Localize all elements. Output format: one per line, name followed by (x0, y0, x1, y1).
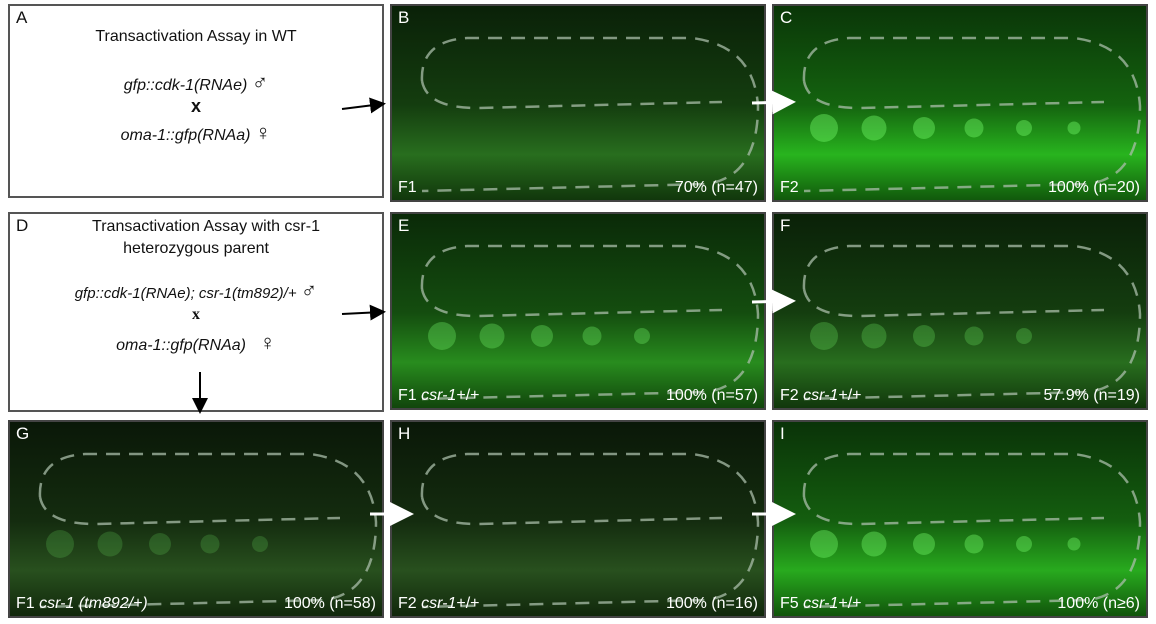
sex-symbol: ♀ (259, 330, 276, 355)
panel-title: Transactivation Assay with csr-1 (92, 218, 320, 235)
sex-symbol: ♂ (251, 70, 269, 95)
genotype: gfp::cdk-1(RNAe) (123, 77, 248, 94)
generation-label: F2 csr-1+/+ (780, 387, 862, 405)
micrograph: B F1 70% (n=47) (390, 4, 766, 202)
panel-letter: D (16, 216, 29, 235)
sex-symbol: ♂ (300, 278, 318, 303)
micrograph: G F1 csr-1 (tm892/+) 100% (n=58) (8, 420, 384, 618)
genotype: oma-1::gfp(RNAa) (120, 127, 251, 144)
gene: csr-1 (421, 387, 457, 404)
generation-label: F1 (398, 179, 417, 197)
allele: +/+ (838, 595, 862, 612)
penetrance: 100% (n=20) (1047, 179, 1140, 196)
penetrance: 100% (n=57) (665, 387, 758, 404)
micrograph: F F2 csr-1+/+ 57.9% (n=19) (772, 212, 1148, 410)
panel-letter: B (398, 8, 410, 27)
generation: F1 (398, 179, 417, 196)
genotype: gfp::cdk-1(RNAe); csr-1(tm892)/+ (74, 285, 297, 302)
gene: csr-1 (39, 595, 75, 612)
micrograph: I F5 csr-1+/+ 100% (n≥6) (772, 420, 1148, 618)
panel-letter: A (16, 8, 28, 27)
panel-title: Transactivation Assay in WT (95, 28, 297, 45)
micrograph: C F2 100% (n=20) (772, 4, 1148, 202)
generation: F2 (780, 387, 799, 404)
generation-label: F2 (780, 179, 799, 197)
penetrance: 100% (n=16) (665, 595, 758, 612)
cross: x (192, 306, 200, 323)
sex-symbol: ♀ (254, 120, 272, 145)
allele: +/+ (838, 387, 862, 404)
micrograph: H F2 csr-1+/+ 100% (n=16) (390, 420, 766, 618)
panel-letter: E (398, 216, 410, 235)
penetrance: 100% (n=58) (283, 595, 376, 612)
generation-label: F1 csr-1+/+ (398, 387, 480, 405)
genotype: oma-1::gfp(RNAa) (116, 337, 246, 354)
generation: F2 (780, 179, 799, 196)
generation: F2 (398, 595, 417, 612)
panel-letter: G (16, 424, 30, 443)
allele: (tm892/+) (78, 595, 148, 612)
gene: csr-1 (803, 595, 839, 612)
penetrance: 70% (n=47) (674, 179, 758, 196)
penetrance: 57.9% (n=19) (1043, 387, 1140, 404)
panel-title: heterozygous parent (123, 240, 269, 257)
generation: F1 (398, 387, 417, 404)
panel-letter: H (398, 424, 411, 443)
generation-label: F2 csr-1+/+ (398, 595, 480, 613)
generation: F1 (16, 595, 35, 612)
gene: csr-1 (803, 387, 839, 404)
generation: F5 (780, 595, 799, 612)
gene: csr-1 (421, 595, 457, 612)
micrograph: E F1 csr-1+/+ 100% (n=57) (390, 212, 766, 410)
cross: x (190, 96, 201, 116)
panel: D Transactivation Assay with csr-1 heter… (8, 212, 384, 412)
panel-letter: C (780, 8, 793, 27)
panel-letter: I (780, 424, 785, 443)
allele: +/+ (456, 387, 480, 404)
panel: A Transactivation Assay in WT gfp::cdk-1… (8, 4, 384, 198)
generation-label: F5 csr-1+/+ (780, 595, 862, 613)
allele: +/+ (456, 595, 480, 612)
penetrance: 100% (n≥6) (1057, 595, 1140, 612)
generation-label: F1 csr-1 (tm892/+) (16, 595, 148, 613)
panel-letter: F (780, 216, 791, 235)
